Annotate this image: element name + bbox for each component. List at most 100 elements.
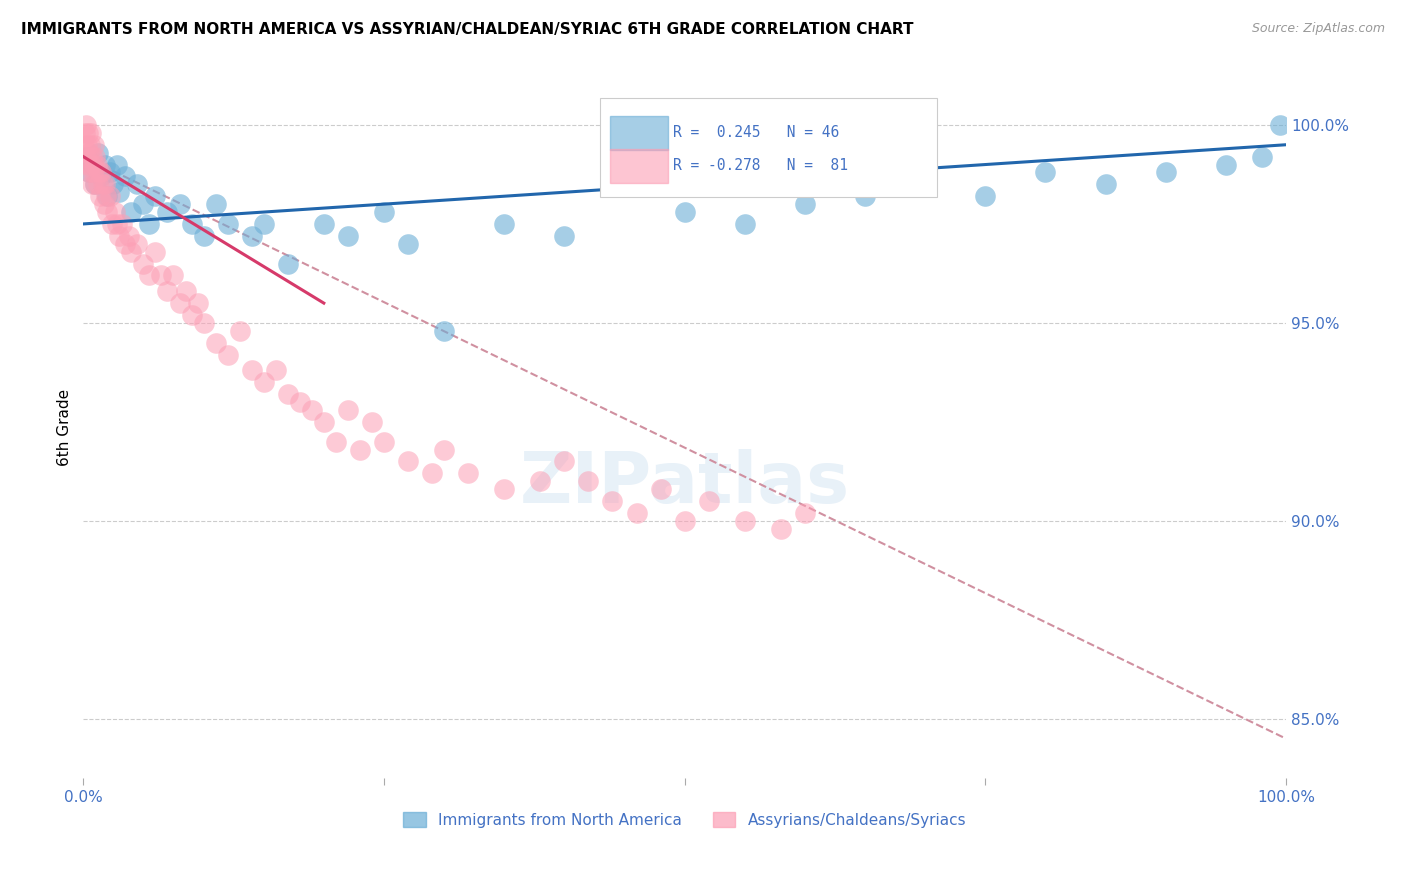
Point	[90, 169, 112, 184]
Point	[433, 324, 456, 338]
Point	[769, 522, 792, 536]
Point	[529, 475, 551, 489]
Point	[75, 150, 97, 164]
Text: ZIPatlas: ZIPatlas	[520, 450, 849, 518]
Point	[264, 363, 287, 377]
Point	[420, 467, 443, 481]
Point	[94, 189, 117, 203]
Point	[87, 145, 110, 160]
Point	[80, 126, 103, 140]
Point	[277, 256, 299, 270]
Point	[396, 454, 419, 468]
Point	[578, 475, 600, 489]
Point	[76, 137, 98, 152]
Point	[120, 244, 142, 259]
Point	[94, 157, 117, 171]
Point	[457, 467, 479, 481]
Point	[98, 165, 121, 179]
Point	[1094, 178, 1116, 192]
Point	[240, 228, 263, 243]
Point	[118, 228, 141, 243]
Point	[1035, 165, 1057, 179]
Point	[602, 494, 624, 508]
Point	[180, 308, 202, 322]
Point	[793, 506, 815, 520]
Point	[697, 494, 720, 508]
Point	[1154, 165, 1177, 179]
Point	[79, 137, 101, 152]
FancyBboxPatch shape	[610, 149, 668, 183]
Point	[626, 506, 648, 520]
Point	[73, 137, 96, 152]
Point	[138, 268, 160, 283]
Point	[301, 403, 323, 417]
Point	[127, 236, 149, 251]
Point	[361, 415, 384, 429]
Point	[253, 217, 276, 231]
Point	[114, 169, 136, 184]
Point	[217, 217, 239, 231]
Point	[77, 126, 100, 140]
Y-axis label: 6th Grade: 6th Grade	[58, 389, 72, 467]
Point	[156, 285, 179, 299]
Point	[82, 165, 104, 179]
Point	[853, 189, 876, 203]
Point	[132, 256, 155, 270]
Point	[734, 514, 756, 528]
Point	[127, 178, 149, 192]
Text: R = -0.278   N =  81: R = -0.278 N = 81	[672, 158, 848, 172]
Point	[204, 335, 226, 350]
Point	[396, 236, 419, 251]
Point	[108, 228, 131, 243]
Point	[180, 217, 202, 231]
Point	[145, 189, 167, 203]
Point	[108, 186, 131, 200]
Point	[1268, 118, 1291, 132]
Point	[90, 165, 112, 179]
Point	[169, 296, 191, 310]
Point	[132, 197, 155, 211]
Point	[169, 197, 191, 211]
Point	[120, 205, 142, 219]
Point	[75, 118, 97, 132]
Point	[79, 165, 101, 179]
Point	[187, 296, 209, 310]
Point	[193, 316, 215, 330]
Point	[325, 434, 347, 449]
Point	[79, 165, 101, 179]
Point	[83, 157, 105, 171]
Point	[174, 285, 197, 299]
Point	[253, 376, 276, 390]
Point	[83, 137, 105, 152]
Point	[138, 217, 160, 231]
Point	[87, 165, 110, 179]
Point	[150, 268, 173, 283]
Point	[373, 205, 395, 219]
Point	[217, 348, 239, 362]
Point	[101, 217, 124, 231]
Point	[204, 197, 226, 211]
Point	[673, 205, 696, 219]
Point	[76, 150, 98, 164]
Point	[1215, 157, 1237, 171]
Point	[433, 442, 456, 457]
FancyBboxPatch shape	[600, 98, 938, 196]
Point	[103, 178, 125, 192]
FancyBboxPatch shape	[610, 116, 668, 150]
Point	[105, 157, 128, 171]
Point	[83, 150, 105, 164]
Point	[277, 387, 299, 401]
Point	[373, 434, 395, 449]
Point	[87, 178, 110, 192]
Point	[553, 228, 575, 243]
Point	[650, 482, 672, 496]
Point	[494, 217, 516, 231]
Point	[553, 454, 575, 468]
Point	[288, 395, 311, 409]
Point	[349, 442, 371, 457]
Point	[98, 189, 121, 203]
Point	[82, 150, 104, 164]
Point	[111, 217, 134, 231]
Point	[162, 268, 184, 283]
Point	[734, 217, 756, 231]
